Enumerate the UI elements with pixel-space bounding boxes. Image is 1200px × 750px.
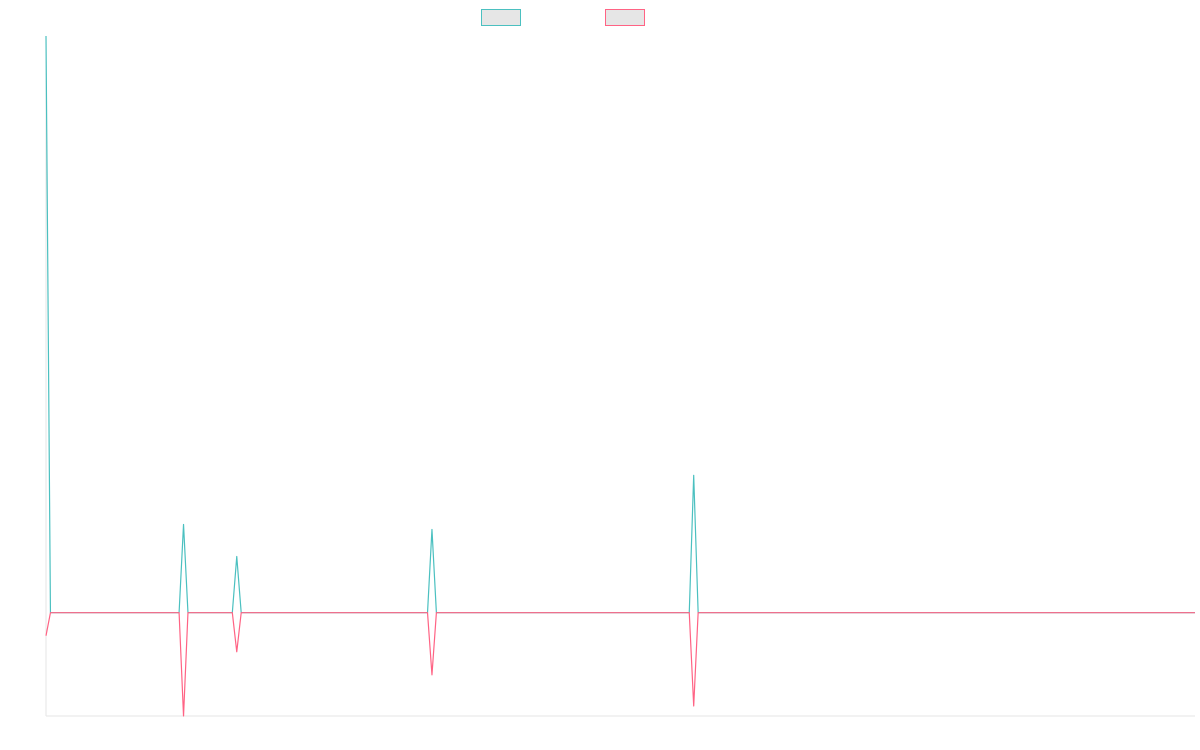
- series-line-1: [45, 35, 1195, 614]
- legend: [481, 9, 645, 26]
- series-line-2: [45, 612, 1195, 717]
- plot-area: [45, 35, 1195, 717]
- legend-item-1[interactable]: [481, 9, 521, 26]
- legend-swatch-1: [481, 9, 521, 26]
- legend-swatch-2: [605, 9, 645, 26]
- legend-item-2[interactable]: [605, 9, 645, 26]
